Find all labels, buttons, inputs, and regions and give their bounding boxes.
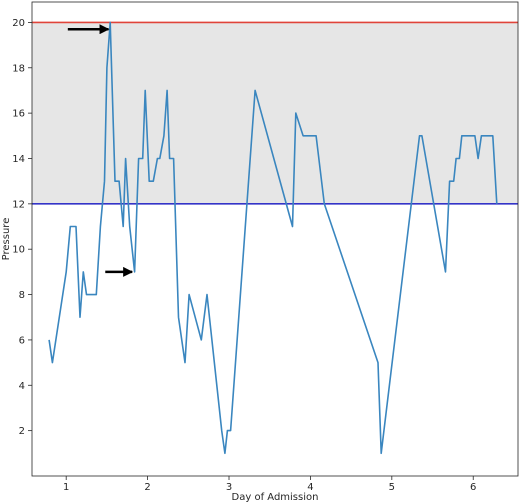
x-tick-label: 5 (389, 482, 395, 493)
y-tick-label: 2 (19, 426, 25, 437)
y-tick-label: 12 (12, 199, 25, 210)
pressure-series-line (48, 21, 498, 455)
x-tick-label: 3 (226, 482, 232, 493)
y-axis-ticks: 2 4 6 8 10 12 14 16 18 20 (12, 18, 32, 437)
x-axis-label: Day of Admission (232, 492, 319, 503)
y-tick-label: 16 (12, 109, 25, 120)
x-tick-label: 2 (144, 482, 150, 493)
plot-frame (31, 1, 519, 477)
x-axis-ticks: 1 2 3 4 5 6 (63, 476, 476, 493)
y-axis-label: Pressure (1, 218, 12, 261)
y-tick-label: 14 (12, 154, 25, 165)
y-tick-label: 8 (19, 290, 25, 301)
series-layer (48, 21, 498, 455)
x-tick-label: 4 (307, 482, 313, 493)
annotation-arrows-layer (67, 24, 134, 277)
x-tick-label: 1 (63, 482, 69, 493)
y-tick-label: 4 (19, 381, 25, 392)
reference-lines-layer (32, 21, 518, 205)
y-tick-label: 10 (12, 245, 25, 256)
y-tick-label: 20 (12, 18, 25, 29)
y-tick-label: 6 (19, 335, 25, 346)
x-tick-label: 6 (470, 482, 476, 493)
y-tick-label: 18 (12, 63, 25, 74)
